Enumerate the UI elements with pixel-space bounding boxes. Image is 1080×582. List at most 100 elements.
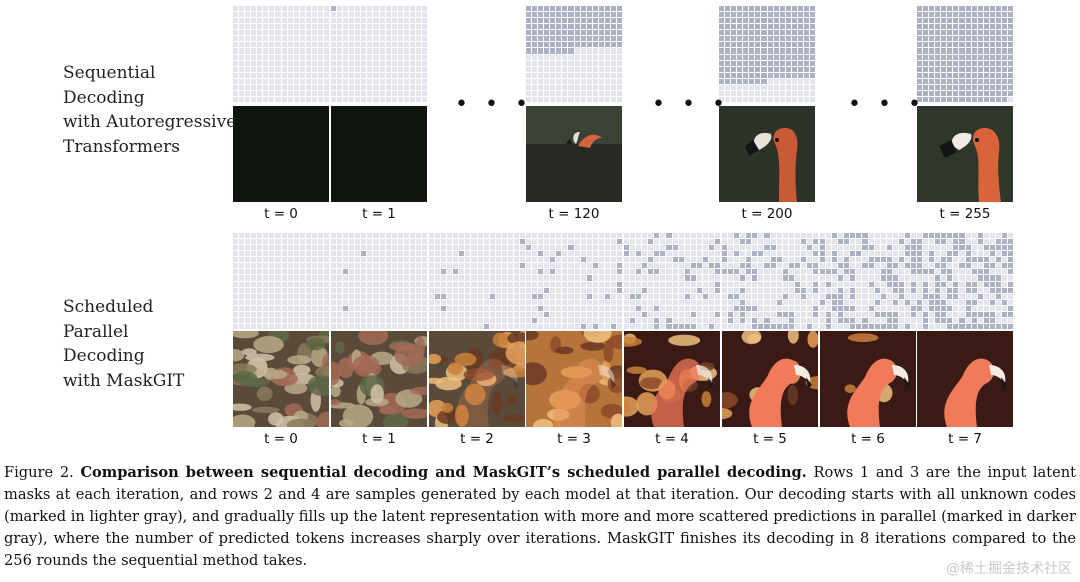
mask-token bbox=[740, 317, 746, 323]
mask-token bbox=[385, 287, 391, 293]
mask-token bbox=[349, 6, 355, 12]
mask-token bbox=[690, 287, 696, 293]
mask-token bbox=[702, 323, 708, 329]
mask-token bbox=[287, 78, 293, 84]
mask-token bbox=[782, 251, 788, 257]
mask-token bbox=[764, 233, 770, 239]
mask-token bbox=[379, 78, 385, 84]
mask-token bbox=[379, 42, 385, 48]
mask-token bbox=[447, 293, 453, 299]
mask-token bbox=[421, 90, 427, 96]
mask-token bbox=[941, 6, 947, 12]
mask-token bbox=[820, 281, 826, 287]
mask-token bbox=[743, 48, 749, 54]
mask-token bbox=[409, 66, 415, 72]
mask-token bbox=[489, 293, 495, 299]
mask-token bbox=[349, 269, 355, 275]
mask-token bbox=[403, 54, 409, 60]
mask-token bbox=[719, 6, 725, 12]
mask-token bbox=[953, 90, 959, 96]
mask-token bbox=[743, 30, 749, 36]
mask-token bbox=[275, 269, 281, 275]
mask-token bbox=[785, 66, 791, 72]
mask-token bbox=[403, 12, 409, 18]
mask-token bbox=[580, 60, 586, 66]
sample-illustration bbox=[526, 331, 622, 427]
mask-token bbox=[574, 233, 580, 239]
mask-token bbox=[648, 275, 654, 281]
mask-token bbox=[299, 84, 305, 90]
mask-token bbox=[684, 233, 690, 239]
mask-token bbox=[965, 36, 971, 42]
mask-token bbox=[586, 275, 592, 281]
mask-token bbox=[923, 60, 929, 66]
mask-token bbox=[929, 60, 935, 66]
mask-token bbox=[610, 96, 616, 102]
mask-token bbox=[947, 299, 953, 305]
mask-token bbox=[251, 257, 257, 263]
mask-token bbox=[299, 275, 305, 281]
mask-token bbox=[983, 36, 989, 42]
mask-token bbox=[923, 293, 929, 299]
mask-token bbox=[648, 311, 654, 317]
mask-token bbox=[245, 263, 251, 269]
mask-token bbox=[941, 275, 947, 281]
sample-blob bbox=[454, 352, 477, 366]
mask-token bbox=[959, 305, 965, 311]
mask-token bbox=[803, 12, 809, 18]
mask-token bbox=[263, 6, 269, 12]
mask-token bbox=[874, 293, 880, 299]
sample-blob bbox=[701, 391, 712, 408]
mask-token bbox=[323, 42, 329, 48]
mask-token bbox=[299, 66, 305, 72]
mask-token bbox=[251, 60, 257, 66]
mask-token bbox=[574, 275, 580, 281]
mask-token bbox=[269, 24, 275, 30]
mask-token bbox=[965, 257, 971, 263]
mask-token bbox=[977, 269, 983, 275]
mask-token bbox=[812, 251, 818, 257]
mask-token bbox=[971, 245, 977, 251]
mask-token bbox=[806, 323, 812, 329]
mask-token bbox=[305, 305, 311, 311]
mask-token bbox=[749, 90, 755, 96]
mask-token bbox=[519, 263, 525, 269]
mask-token bbox=[965, 24, 971, 30]
mask-token bbox=[696, 263, 702, 269]
mask-token bbox=[604, 6, 610, 12]
mask-token bbox=[343, 251, 349, 257]
mask-token bbox=[598, 245, 604, 251]
mask-token bbox=[598, 48, 604, 54]
mask-token bbox=[725, 66, 731, 72]
mask-token bbox=[397, 299, 403, 305]
mask-token bbox=[598, 251, 604, 257]
timestep-label: t = 7 bbox=[948, 431, 982, 447]
sample-blob bbox=[464, 383, 486, 406]
sample-blob bbox=[526, 362, 547, 386]
mask-token bbox=[453, 281, 459, 287]
mask-token bbox=[773, 72, 779, 78]
mask-token bbox=[971, 257, 977, 263]
mask-token bbox=[323, 251, 329, 257]
mask-token bbox=[862, 311, 868, 317]
mask-token bbox=[391, 317, 397, 323]
mask-token bbox=[538, 263, 544, 269]
mask-token bbox=[935, 18, 941, 24]
mask-token bbox=[728, 257, 734, 263]
mask-token bbox=[898, 299, 904, 305]
mask-token bbox=[604, 317, 610, 323]
mask-token bbox=[758, 245, 764, 251]
mask-token bbox=[678, 293, 684, 299]
mask-token bbox=[343, 18, 349, 24]
mask-token bbox=[245, 90, 251, 96]
mask-token bbox=[832, 293, 838, 299]
mask-token bbox=[421, 323, 427, 329]
mask-token bbox=[725, 30, 731, 36]
mask-token bbox=[746, 299, 752, 305]
mask-token bbox=[287, 6, 293, 12]
mask-token bbox=[251, 245, 257, 251]
mask-token bbox=[820, 239, 826, 245]
mask-token bbox=[459, 257, 465, 263]
mask-token bbox=[702, 239, 708, 245]
mask-token bbox=[941, 317, 947, 323]
